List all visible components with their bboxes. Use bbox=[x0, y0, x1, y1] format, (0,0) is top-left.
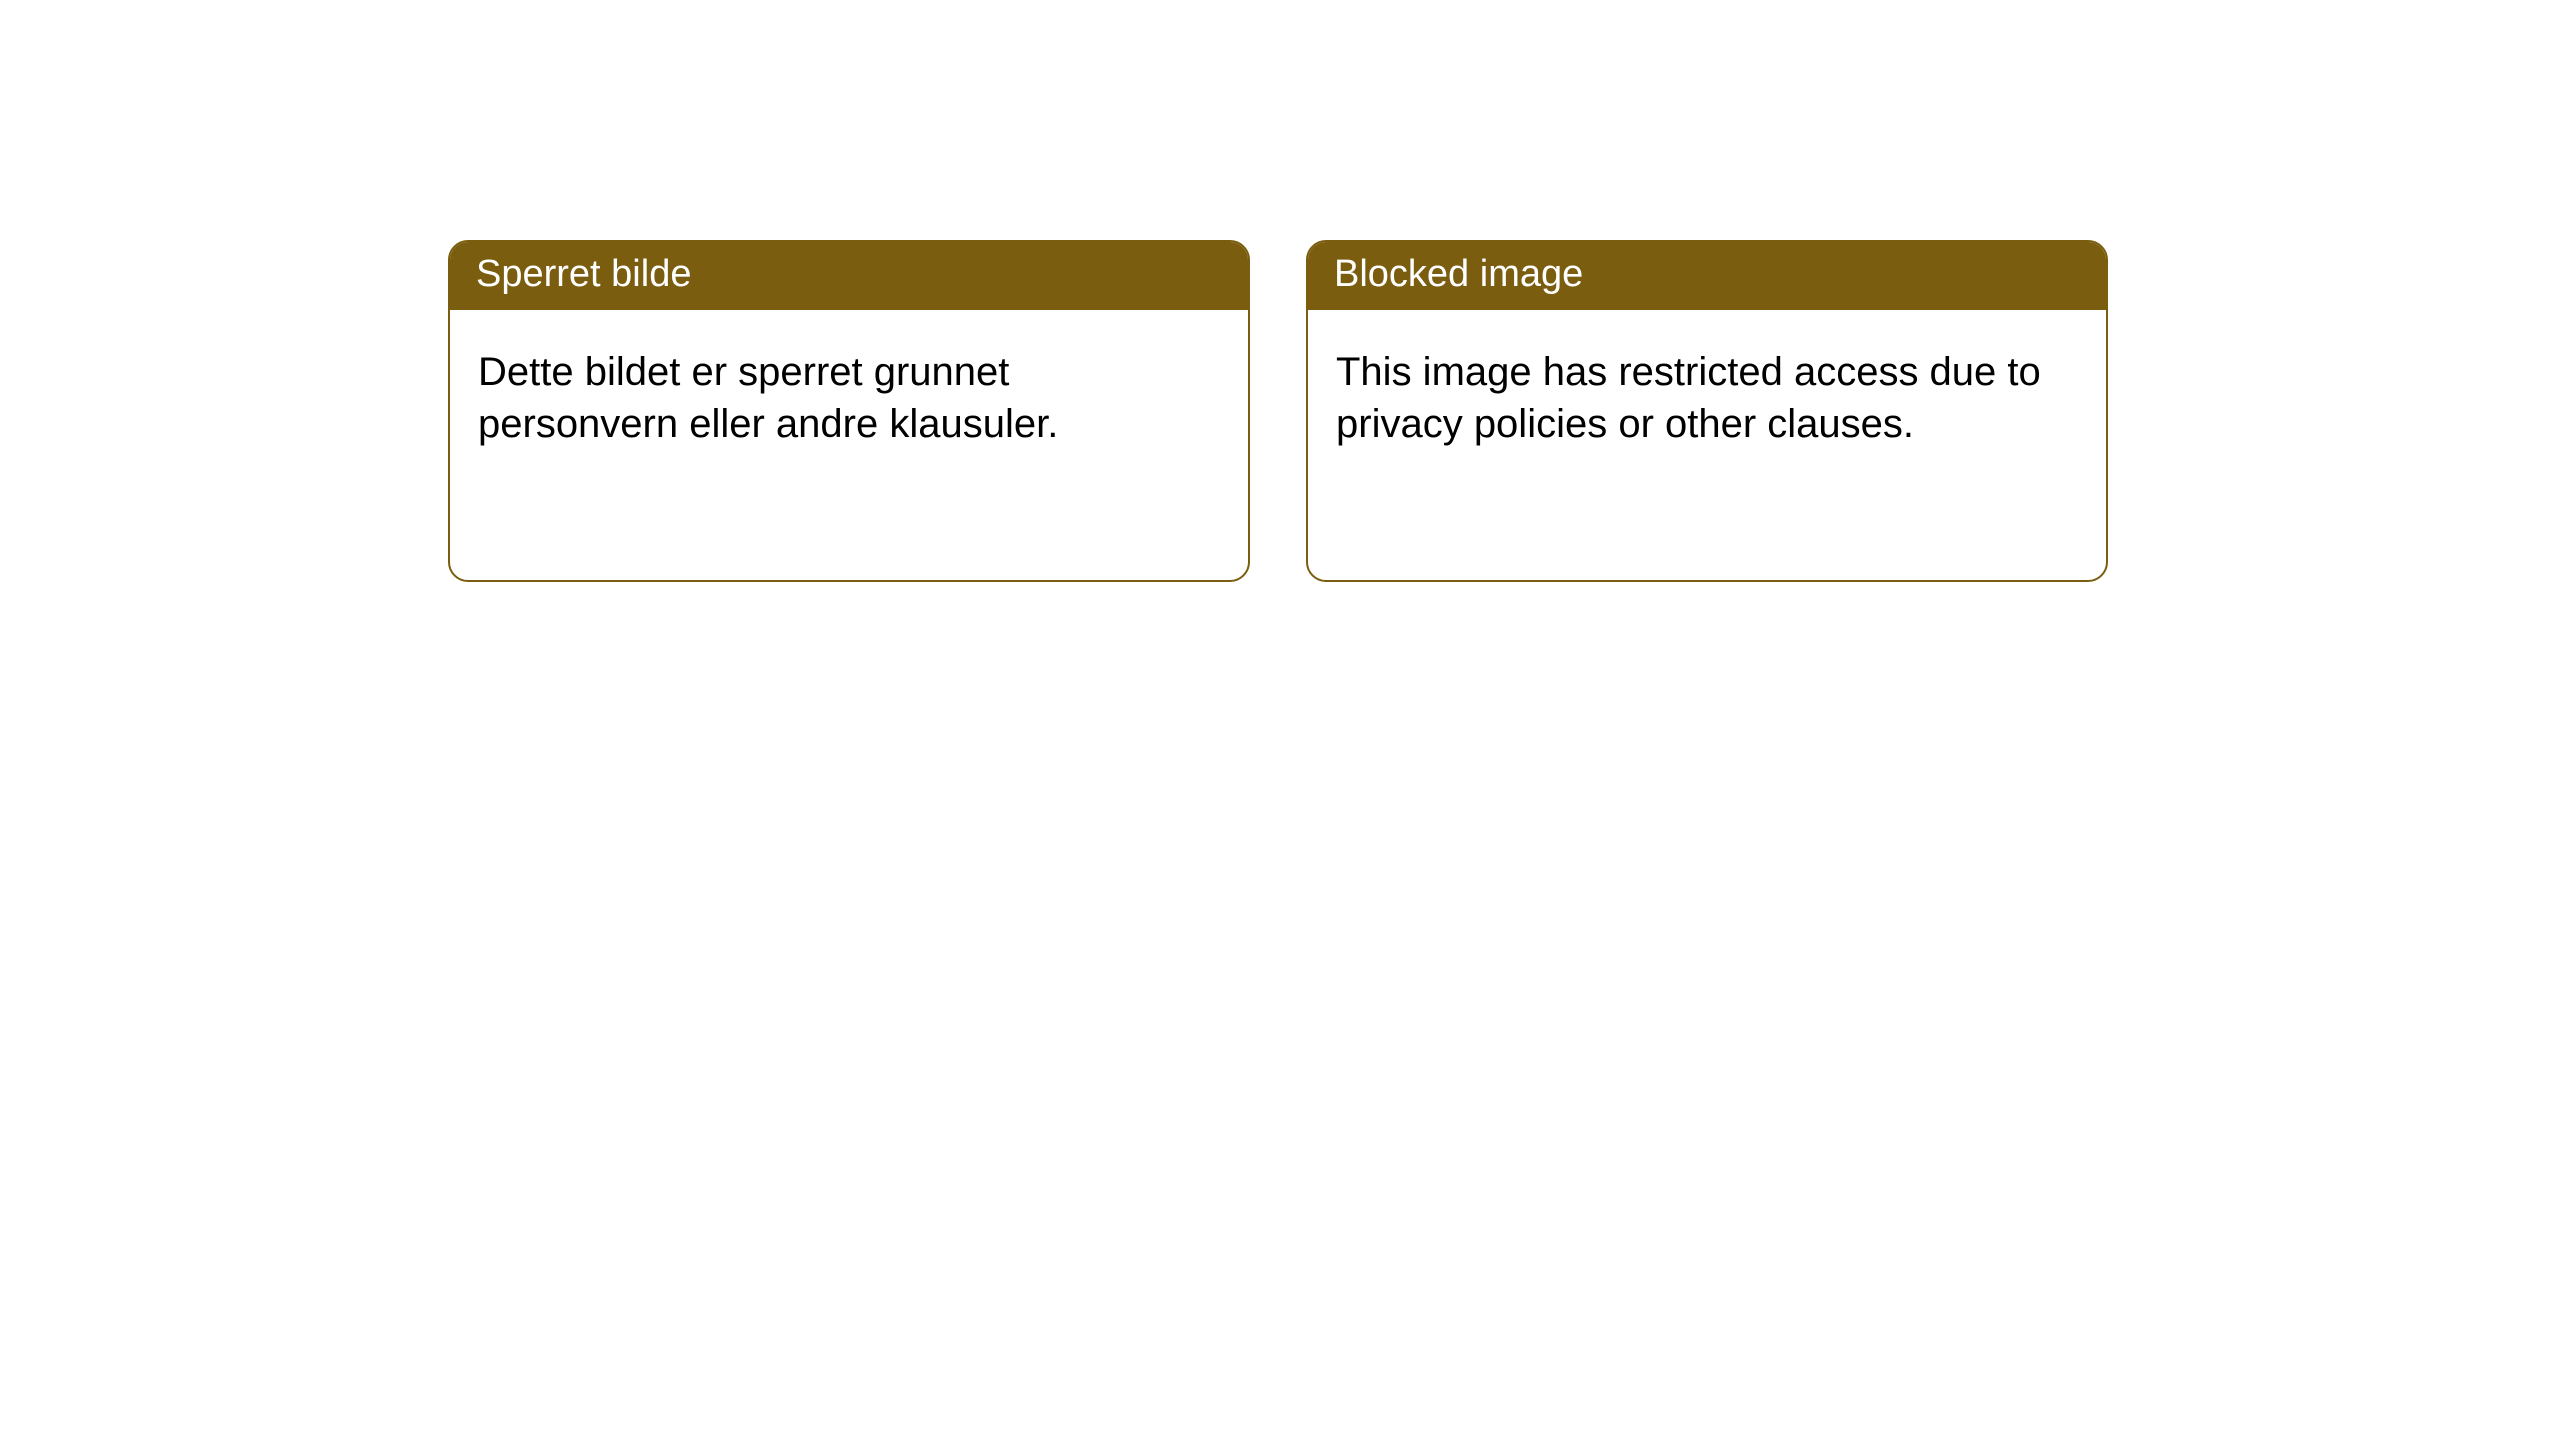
notice-card-body: Dette bildet er sperret grunnet personve… bbox=[450, 310, 1248, 580]
notice-card-english: Blocked image This image has restricted … bbox=[1306, 240, 2108, 582]
notice-card-body: This image has restricted access due to … bbox=[1308, 310, 2106, 580]
notice-card-norwegian: Sperret bilde Dette bildet er sperret gr… bbox=[448, 240, 1250, 582]
notice-card-title: Sperret bilde bbox=[450, 242, 1248, 310]
notice-card-title: Blocked image bbox=[1308, 242, 2106, 310]
notice-container: Sperret bilde Dette bildet er sperret gr… bbox=[448, 240, 2108, 582]
